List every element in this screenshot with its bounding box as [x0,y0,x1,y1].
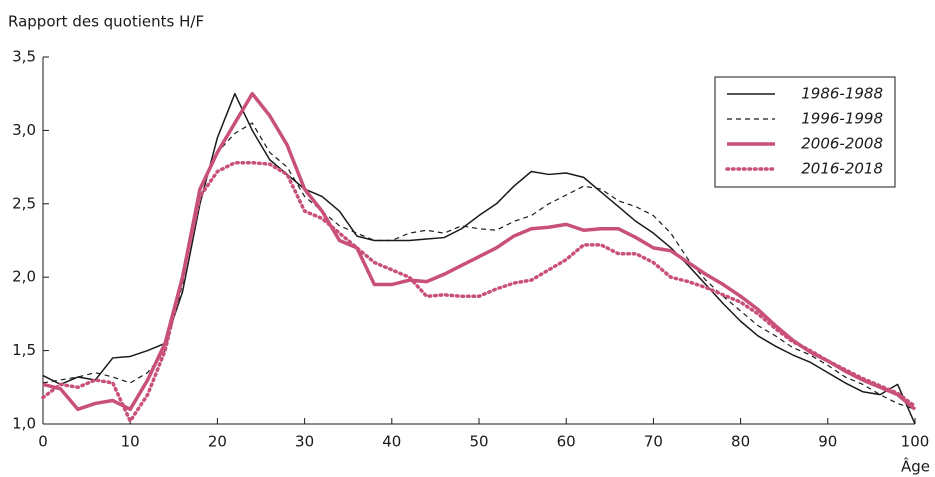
x-tick-label: 60 [557,433,576,451]
x-tick-label: 90 [818,433,837,451]
x-tick-label: 50 [469,433,488,451]
x-tick-label: 80 [731,433,750,451]
y-tick-label: 1,0 [12,415,36,433]
x-tick-label: 30 [295,433,314,451]
legend-label: 2006-2008 [801,135,883,153]
legend-box [714,76,896,188]
series-line [41,160,917,423]
series-line [42,92,916,425]
y-tick-label: 2,5 [12,194,36,212]
y-tick-label: 3,5 [12,48,36,66]
y-tick-label: 1,5 [12,341,36,359]
x-tick-label: 0 [38,433,48,451]
x-tick-label: 40 [382,433,401,451]
legend-label: 2016-2018 [801,160,883,178]
x-tick-label: 100 [901,433,930,451]
legend-label: 1996-1998 [801,110,883,128]
x-tick-label: 10 [121,433,140,451]
legend-label: 1986-1988 [801,85,883,103]
y-tick-label: 2,0 [12,268,36,286]
x-axis-label: Âge [901,457,930,476]
x-tick-label: 20 [208,433,227,451]
y-tick-label: 3,0 [12,121,36,139]
x-tick-label: 70 [644,433,663,451]
y-axis-label: Rapport des quotients H/F [8,13,204,31]
